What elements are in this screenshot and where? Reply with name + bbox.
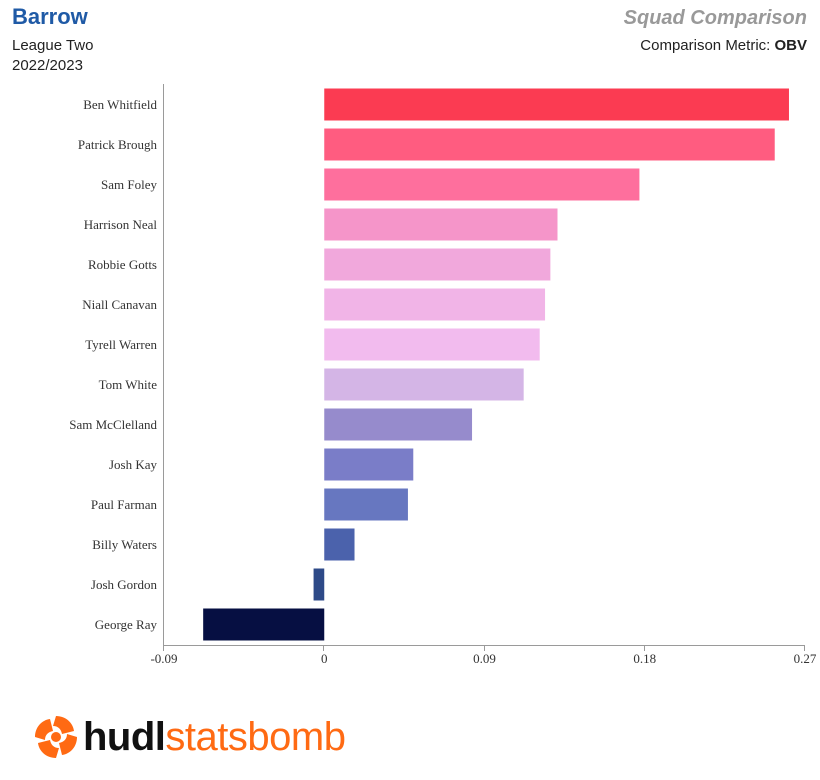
bar-josh-kay <box>324 448 414 481</box>
bar-patrick-brough <box>324 128 775 161</box>
bar-tyrell-warren <box>324 328 540 361</box>
metric-label: Comparison Metric: <box>640 37 775 54</box>
report-title: Squad Comparison <box>623 7 807 29</box>
bar-harrison-neal <box>324 208 558 241</box>
player-label-billy-waters: Billy Waters <box>92 537 157 552</box>
player-label-josh-gordon: Josh Gordon <box>91 577 158 592</box>
player-label-patrick-brough: Patrick Brough <box>78 137 158 152</box>
brand-wordmark: hudlstatsbomb <box>83 712 346 762</box>
player-label-tom-white: Tom White <box>99 377 158 392</box>
bar-tom-white <box>324 368 524 401</box>
bars <box>203 88 789 641</box>
player-label-harrison-neal: Harrison Neal <box>84 217 158 232</box>
x-tick-label: 0.27 <box>794 651 817 666</box>
x-tick-label: 0 <box>321 651 328 666</box>
comparison-metric: Comparison Metric: OBV <box>640 37 807 54</box>
player-label-george-ray: George Ray <box>95 617 158 632</box>
season: 2022/2023 <box>12 57 83 74</box>
squad-comparison-chart: Ben Whitfield Patrick Brough Sam Foley Harr… <box>69 84 817 666</box>
league-name: League Two <box>12 37 94 54</box>
bar-billy-waters <box>324 528 355 561</box>
bar-sam-foley <box>324 168 640 201</box>
player-label-niall-canavan: Niall Canavan <box>82 297 157 312</box>
bar-sam-mcclelland <box>324 408 473 441</box>
player-label-sam-mcclelland: Sam McClelland <box>69 417 157 432</box>
bar-ben-whitfield <box>324 88 789 121</box>
player-label-paul-farman: Paul Farman <box>91 497 158 512</box>
bar-niall-canavan <box>324 288 546 321</box>
x-tick-label: -0.09 <box>150 651 177 666</box>
x-axis: -0.09 0 0.09 0.18 0.27 <box>150 84 817 666</box>
bar-george-ray <box>203 608 325 641</box>
player-label-sam-foley: Sam Foley <box>101 177 157 192</box>
player-label-robbie-gotts: Robbie Gotts <box>88 257 157 272</box>
x-tick-label: 0.18 <box>633 651 656 666</box>
bar-josh-gordon <box>313 568 325 601</box>
player-label-ben-whitfield: Ben Whitfield <box>83 97 157 112</box>
player-label-tyrell-warren: Tyrell Warren <box>85 337 157 352</box>
team-name: Barrow <box>12 4 88 29</box>
bar-robbie-gotts <box>324 248 551 281</box>
hudl-statsbomb-logo: hudlstatsbomb <box>33 712 346 762</box>
brand-statsbomb: statsbomb <box>165 715 346 759</box>
x-tick-label: 0.09 <box>473 651 496 666</box>
bar-paul-farman <box>324 488 408 521</box>
brand-hudl: hudl <box>83 715 166 759</box>
player-labels: Ben Whitfield Patrick Brough Sam Foley Harr… <box>69 97 157 632</box>
statsbomb-pinwheel-icon <box>35 716 77 758</box>
player-label-josh-kay: Josh Kay <box>109 457 158 472</box>
metric-value: OBV <box>774 37 807 54</box>
